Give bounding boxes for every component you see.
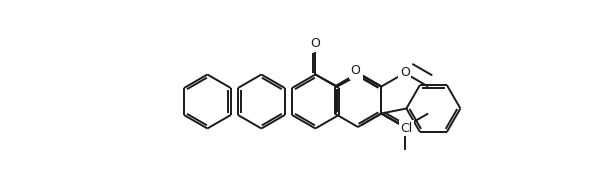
Text: O: O	[351, 65, 361, 79]
Text: O: O	[311, 37, 320, 50]
Text: O: O	[400, 66, 410, 79]
Text: O: O	[350, 64, 361, 77]
Text: Cl: Cl	[400, 122, 412, 135]
